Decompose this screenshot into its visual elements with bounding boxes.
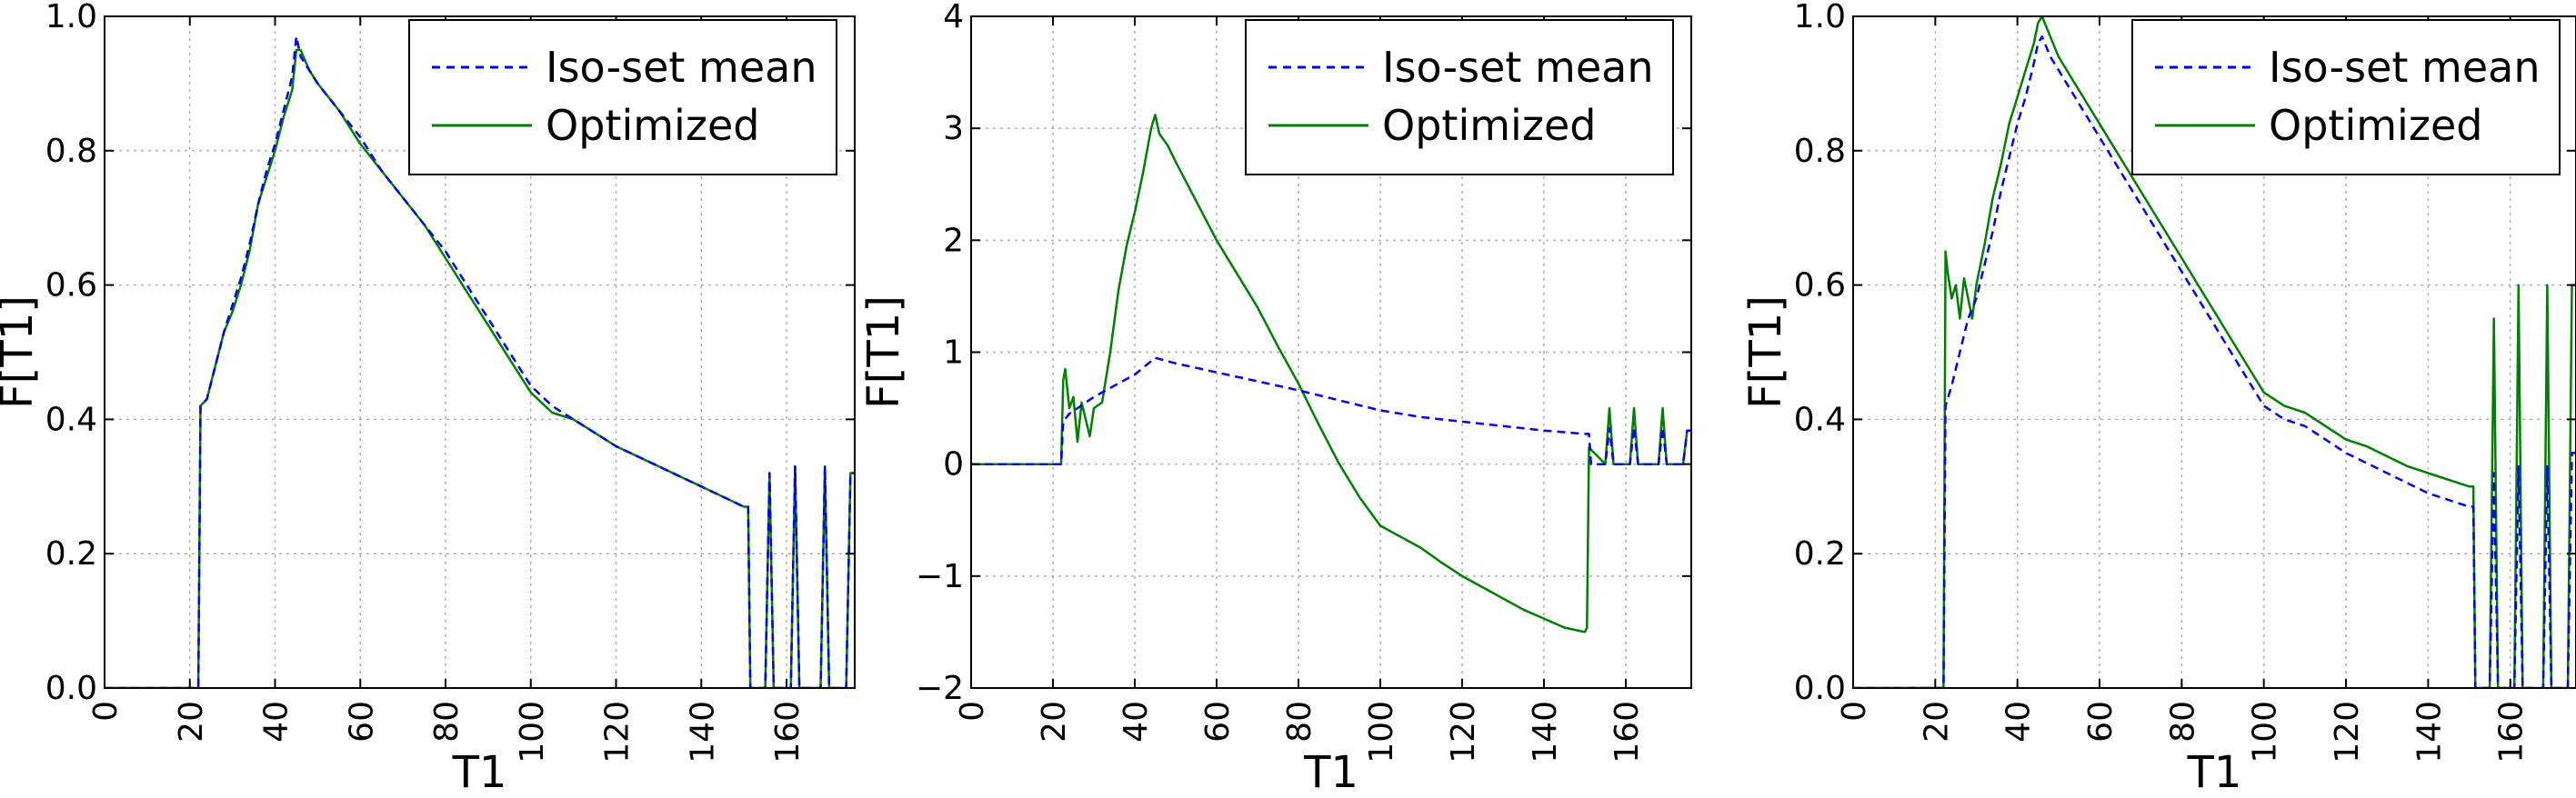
series-lines [971, 114, 1691, 633]
x-tick-label: 0 [1836, 701, 1873, 722]
y-tick-label: 1.0 [45, 0, 97, 35]
series-line-iso-set-mean [1853, 35, 2576, 688]
y-tick-label: −2 [916, 670, 964, 707]
x-tick-label: 160 [2493, 701, 2531, 763]
axis-ticks: 0 20 40 60 80 100 120 140 160 0.0 0.2 0.4 0.6 0.8 1.0 [1794, 0, 2576, 763]
y-tick-label: 0 [943, 446, 964, 484]
series-line-optimized [1853, 16, 2576, 688]
y-tick-label: 3 [943, 110, 964, 147]
x-tick-label: 80 [428, 701, 466, 743]
plot-frame [104, 15, 856, 689]
x-tick-label: 60 [1199, 701, 1237, 743]
y-axis-label: F[T1] [1740, 295, 1791, 409]
y-tick-label: 1.0 [1794, 0, 1846, 35]
series-line-optimized [971, 114, 1691, 633]
legend-label-optimized: Optimized [1382, 101, 1596, 150]
grid-lines [971, 16, 1691, 688]
x-tick-label: 100 [514, 701, 551, 763]
x-tick-label: 40 [258, 701, 296, 743]
series-line-iso-set-mean [971, 356, 1691, 465]
y-tick-label: 2 [943, 222, 964, 259]
x-tick-label: 160 [769, 701, 807, 763]
series-lines [105, 35, 855, 688]
legend: Iso-set mean Optimized [408, 19, 837, 175]
x-tick-label: 100 [1363, 701, 1400, 763]
x-tick-label: 60 [2082, 701, 2120, 743]
x-tick-label: 60 [343, 701, 380, 743]
y-tick-label: 0.2 [1794, 535, 1846, 573]
y-tick-label: 0.8 [45, 133, 97, 170]
x-tick-label: 160 [1609, 701, 1646, 763]
axis-ticks: 0 20 40 60 80 100 120 140 160 0.0 0.2 0.4 0.6 0.8 1.0 [45, 0, 855, 763]
x-tick-label: 100 [2247, 701, 2284, 763]
y-tick-label: 0.8 [1794, 133, 1846, 170]
x-tick-label: 140 [2411, 701, 2448, 763]
plot-frame [1852, 15, 2576, 689]
legend-label-iso-set-mean: Iso-set mean [546, 43, 817, 92]
series-lines [1853, 16, 2576, 688]
legend-box [1245, 19, 1674, 175]
y-tick-label: 0.6 [45, 267, 97, 304]
y-tick-label: 0.6 [1794, 267, 1846, 304]
y-tick-label: −1 [916, 558, 964, 595]
legend: Iso-set mean Optimized [2131, 19, 2561, 175]
legend-box [408, 19, 837, 175]
chart-panel-3: 0 20 40 60 80 100 120 140 1600.00.20.40.60.81.0 … [1740, 0, 2576, 798]
x-tick-label: 20 [173, 701, 210, 743]
x-tick-label: 40 [2000, 701, 2038, 743]
legend-label-optimized: Optimized [2269, 101, 2482, 150]
x-tick-label: 80 [1281, 701, 1318, 743]
x-tick-label: 40 [1118, 701, 1155, 743]
legend: Iso-set mean Optimized [1245, 19, 1674, 175]
legend-label-iso-set-mean: Iso-set mean [2269, 43, 2541, 92]
x-tick-label: 120 [1445, 701, 1482, 763]
y-tick-label: 0.4 [45, 401, 97, 438]
x-tick-label: 120 [599, 701, 636, 763]
axis-ticks: 0 20 40 60 80 100 120 140 160 −2 −1 0 1 2 3 4 [916, 0, 1691, 763]
y-tick-label: 1 [943, 334, 964, 372]
series-line-iso-set-mean [105, 35, 855, 688]
y-tick-label: 0.2 [45, 535, 97, 573]
y-tick-label: 0.0 [1794, 670, 1846, 707]
grid-lines [105, 16, 855, 688]
x-tick-label: 140 [684, 701, 721, 763]
x-tick-label: 20 [1918, 701, 1955, 743]
x-tick-label: 0 [954, 701, 991, 722]
x-tick-label: 120 [2329, 701, 2366, 763]
x-axis-label: T1 [1303, 747, 1358, 798]
x-axis-label: T1 [452, 747, 507, 798]
x-tick-label: 0 [87, 701, 125, 722]
y-tick-label: 0.4 [1794, 401, 1846, 438]
chart-panel-1: 0 20 40 60 80 100 120 140 1600.00.20.40.60.81.0 … [0, 0, 856, 798]
x-tick-label: 20 [1036, 701, 1073, 743]
y-tick-label: 4 [943, 0, 964, 35]
y-tick-label: 0.0 [45, 670, 97, 707]
x-tick-label: 140 [1527, 701, 1564, 763]
legend-label-iso-set-mean: Iso-set mean [1382, 43, 1654, 92]
y-axis-label: F[T1] [858, 295, 909, 409]
y-axis-label: F[T1] [0, 295, 43, 409]
x-axis-label: T1 [2187, 747, 2242, 798]
legend-label-optimized: Optimized [546, 101, 759, 150]
grid-lines [1853, 16, 2576, 688]
legend-box [2131, 19, 2561, 175]
x-tick-label: 80 [2164, 701, 2201, 743]
